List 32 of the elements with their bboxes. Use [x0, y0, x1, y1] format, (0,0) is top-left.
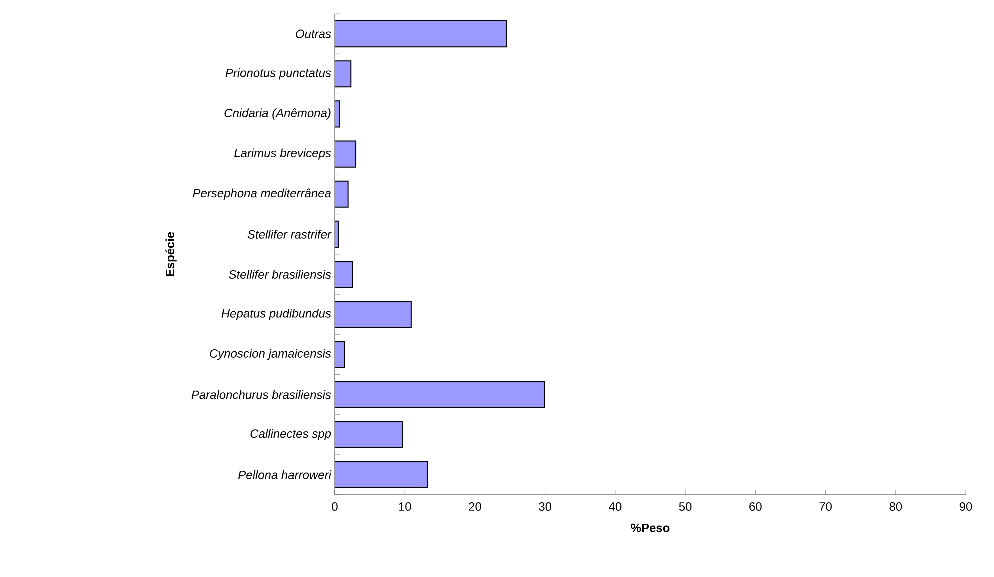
bar	[335, 181, 348, 208]
x-tick-label: 10	[399, 502, 412, 512]
x-axis-title: %Peso	[631, 524, 670, 532]
y-axis-title: Espécie	[166, 232, 177, 276]
y-tick-label: Stellifer brasiliensis	[229, 270, 332, 279]
y-tick-label: Persephona mediterrânea	[193, 188, 332, 200]
x-tick-label: 60	[750, 502, 762, 512]
bar	[335, 421, 404, 448]
x-tick-label: 0	[332, 502, 338, 512]
x-tick-label: 30	[539, 502, 552, 512]
bar	[335, 261, 354, 288]
bar	[335, 20, 508, 48]
x-tick-label: 50	[679, 502, 692, 512]
y-tick-label: Paralonchurus brasiliensis	[192, 390, 332, 400]
y-tick-label: Cnidaria (Anêmona)	[224, 108, 331, 120]
bar	[335, 140, 357, 168]
bar	[335, 461, 428, 488]
y-tick-label: Hepatus pudibundus	[222, 309, 332, 320]
x-tick-label: 90	[960, 502, 972, 512]
bar	[335, 381, 546, 408]
x-tick-label: 20	[469, 502, 482, 512]
y-tick-label: Cynoscion jamaicensis	[210, 349, 332, 360]
bar	[335, 301, 412, 328]
y-tick-label: Larimus breviceps	[234, 148, 332, 160]
y-tick-label: Callinectes spp	[250, 429, 332, 440]
x-tick-label: 80	[890, 502, 902, 512]
y-tick-label: Prionotus punctatus	[226, 68, 332, 80]
y-tick-label: Pellona harroweri	[238, 470, 332, 480]
x-tick-label: 70	[820, 502, 832, 512]
y-tick-label: Stellifer rastrifer	[248, 230, 332, 239]
y-tick-label: Outras	[296, 30, 332, 38]
x-tick-label: 40	[609, 502, 622, 512]
